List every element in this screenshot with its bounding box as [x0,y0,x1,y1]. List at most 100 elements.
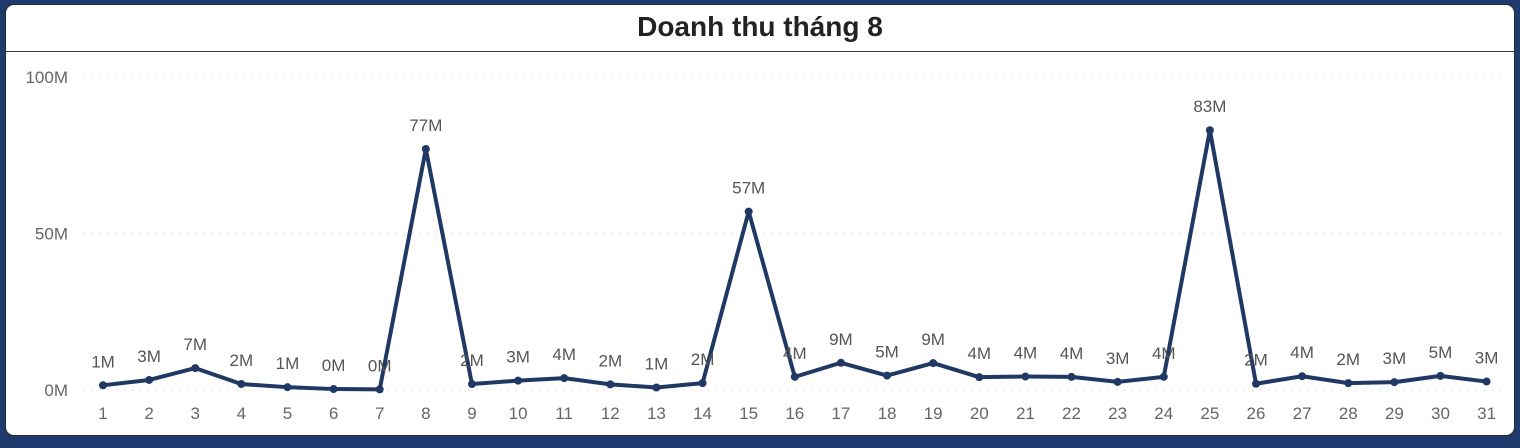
data-point [99,381,107,390]
data-label: 5M [875,343,899,362]
data-point [606,380,615,389]
data-label: 83M [1193,97,1226,116]
data-label: 4M [1290,343,1314,362]
y-tick-label: 0M [44,381,68,400]
x-tick-label: 31 [1477,404,1496,423]
data-label: 1M [91,352,115,371]
x-axis-ticks: 1 2 3 4 5 6 7 8 9 10 11 12 13 14 15 16 17 18 19 20 21 22 23 24 2… [98,404,1496,423]
data-label: 4M [1060,344,1084,363]
x-tick-label: 12 [601,404,620,423]
data-label: 3M [506,348,530,367]
data-point [329,385,338,394]
data-point [744,207,753,216]
data-point [1482,377,1491,386]
data-point [375,385,384,394]
data-label: 2M [1336,350,1360,369]
data-label: 2M [1244,351,1268,370]
chart-card: Doanh thu tháng 8 0M 50M 100M 1 2 3 4 5 6 7 8 9 10 1… [5,4,1515,436]
data-point [145,375,154,384]
x-tick-label: 29 [1385,404,1404,423]
x-tick-label: 17 [831,404,850,423]
data-point [929,359,938,368]
data-label: 9M [921,330,945,349]
y-axis-ticks: 0M 50M 100M [25,68,68,400]
x-tick-label: 5 [283,404,292,423]
data-point [1205,126,1214,135]
data-label: 0M [368,356,392,375]
chart-title: Doanh thu tháng 8 [637,11,883,42]
data-point [698,379,707,388]
data-label: 3M [1383,349,1407,368]
data-point [1344,379,1353,388]
data-label: 1M [276,354,300,373]
chart-title-bar: Doanh thu tháng 8 [6,5,1514,52]
data-label: 5M [1429,343,1453,362]
data-label: 77M [409,116,442,135]
x-tick-label: 3 [191,404,200,423]
x-tick-label: 2 [144,404,153,423]
data-label: 7M [183,335,207,354]
data-point [1159,372,1168,381]
data-point [467,380,476,389]
data-point [652,383,661,392]
data-label: 3M [1475,349,1499,368]
x-tick-label: 10 [509,404,528,423]
y-tick-label: 50M [35,225,68,244]
data-label: 2M [599,351,623,370]
x-tick-label: 13 [647,404,666,423]
data-point [790,372,799,381]
x-tick-label: 16 [785,404,804,423]
y-tick-label: 100M [25,68,68,87]
data-label: 4M [967,344,991,363]
data-point [560,374,569,383]
data-label: 4M [552,345,576,364]
x-tick-label: 20 [970,404,989,423]
data-point [975,373,984,382]
x-tick-label: 22 [1062,404,1081,423]
data-label: 0M [322,356,346,375]
data-label: 57M [732,179,765,198]
data-point [1113,377,1122,386]
data-label: 3M [1106,349,1130,368]
x-tick-label: 4 [237,404,246,423]
data-label: 4M [1152,344,1176,363]
data-point [191,364,200,373]
x-tick-label: 26 [1247,404,1266,423]
data-label: 1M [645,354,669,373]
data-point [514,376,523,385]
x-tick-label: 14 [693,404,712,423]
x-tick-label: 24 [1154,404,1173,423]
data-point [237,380,246,389]
data-points [99,126,1491,394]
data-point [283,383,292,392]
x-tick-label: 11 [555,404,573,423]
data-point [836,358,845,367]
x-tick-label: 7 [375,404,384,423]
x-tick-label: 19 [924,404,943,423]
data-label: 2M [691,350,715,369]
x-tick-label: 18 [878,404,897,423]
x-tick-label: 23 [1108,404,1127,423]
x-tick-label: 9 [467,404,476,423]
data-label: 2M [230,351,254,370]
data-label: 3M [137,347,161,366]
x-tick-label: 1 [98,404,107,423]
data-point [1436,371,1445,380]
x-tick-label: 30 [1431,404,1450,423]
data-point [1252,379,1260,388]
x-tick-label: 25 [1200,404,1219,423]
data-point [1298,372,1307,381]
x-tick-label: 8 [421,404,430,423]
x-tick-label: 6 [329,404,338,423]
data-label: 4M [1014,344,1038,363]
data-point [1067,372,1076,381]
data-labels: 1M 3M 7M 2M 1M 0M 0M 77M 2M 3M 4M 2M 1M 2M 57M 4M 9M 5M 9M… [91,97,1498,375]
x-tick-label: 27 [1293,404,1312,423]
data-label: 9M [829,330,853,349]
data-point [1021,372,1030,381]
x-tick-label: 28 [1339,404,1358,423]
data-point [1390,378,1399,387]
data-label: 2M [460,351,484,370]
